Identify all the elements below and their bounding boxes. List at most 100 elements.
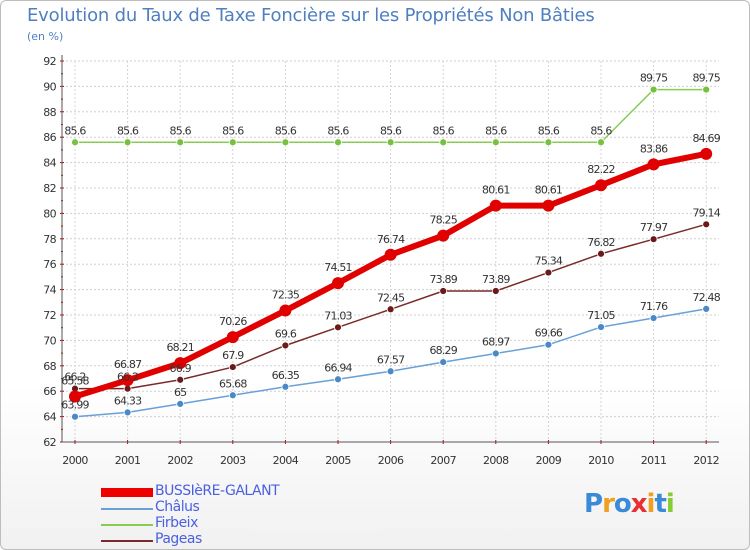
data-point-bussi-re-galant (700, 147, 713, 160)
data-point-firbeix (702, 85, 711, 94)
data-point-pageas (281, 341, 290, 350)
data-label-ch-lus: 71.05 (587, 309, 615, 322)
x-tick-label: 2004 (273, 454, 299, 467)
data-label-pageas: 71.03 (324, 309, 352, 322)
data-point-bussi-re-galant (437, 229, 450, 242)
data-point-ch-lus (544, 340, 553, 349)
x-tick-label: 2008 (483, 454, 509, 467)
data-label-ch-lus: 68.29 (429, 344, 457, 357)
legend-label: Châlus (155, 499, 200, 515)
data-label-ch-lus: 64.33 (114, 394, 142, 407)
y-tick-label: 66 (43, 385, 56, 398)
x-tick-label: 2006 (378, 454, 404, 467)
data-point-firbeix (597, 138, 605, 147)
data-label-bussi-re-galant: 82.22 (587, 163, 615, 176)
data-point-ch-lus (491, 349, 500, 358)
data-point-firbeix (334, 138, 342, 147)
data-label-pageas: 77.97 (640, 221, 668, 234)
data-point-firbeix (228, 138, 237, 147)
data-label-pageas: 66.2 (64, 371, 85, 384)
data-label-ch-lus: 66.94 (324, 361, 352, 374)
data-point-bussi-re-galant (279, 304, 292, 317)
y-tick-label: 68 (43, 360, 56, 373)
data-label-bussi-re-galant: 83.86 (640, 142, 668, 155)
data-point-pageas (491, 287, 500, 295)
logo-letter: i (646, 489, 656, 519)
data-point-pageas (176, 375, 185, 384)
data-label-firbeix: 85.6 (222, 124, 244, 137)
x-tick-label: 2001 (115, 454, 141, 467)
series-lines (69, 85, 713, 421)
data-label-pageas: 76.82 (587, 236, 615, 249)
data-point-ch-lus (71, 412, 79, 421)
logo-letter: o (613, 489, 632, 519)
data-label-firbeix: 85.6 (275, 124, 297, 137)
x-tick-label: 2007 (430, 454, 456, 467)
data-point-bussi-re-galant (384, 248, 397, 261)
data-point-ch-lus (649, 314, 658, 322)
legend-swatch (101, 524, 153, 526)
y-tick-label: 72 (43, 309, 56, 322)
data-point-pageas (649, 235, 658, 244)
data-point-bussi-re-galant (489, 199, 502, 212)
y-tick-label: 70 (43, 334, 56, 347)
data-label-pageas: 67.9 (222, 349, 244, 362)
data-point-ch-lus (123, 408, 132, 417)
y-tick-label: 64 (43, 411, 56, 424)
x-tick-label: 2005 (325, 454, 351, 467)
x-tick-label: 2009 (536, 454, 562, 467)
x-tick-label: 2011 (641, 454, 667, 467)
data-label-firbeix: 85.6 (64, 124, 86, 137)
data-label-firbeix: 85.6 (433, 124, 455, 137)
data-label-bussi-re-galant: 72.35 (272, 289, 300, 302)
data-point-pageas (597, 249, 605, 258)
data-point-bussi-re-galant (595, 179, 607, 192)
data-label-ch-lus: 65 (174, 386, 187, 399)
data-point-firbeix (386, 138, 395, 147)
logo-letter: r (602, 489, 615, 519)
data-point-firbeix (544, 138, 553, 147)
data-label-ch-lus: 71.76 (640, 300, 668, 313)
data-label-firbeix: 89.75 (640, 72, 668, 85)
data-label-firbeix: 85.6 (380, 124, 402, 137)
data-label-ch-lus: 66.35 (272, 369, 300, 382)
data-point-pageas (334, 323, 342, 332)
data-point-ch-lus (439, 358, 448, 367)
y-tick-label: 74 (43, 284, 56, 297)
data-label-ch-lus: 63.99 (61, 399, 89, 412)
data-point-ch-lus (228, 391, 237, 400)
logo-letter: x (630, 489, 648, 519)
data-label-firbeix: 85.6 (590, 124, 612, 137)
data-point-bussi-re-galant (174, 357, 187, 370)
data-point-firbeix (123, 138, 132, 147)
y-tick-label: 78 (43, 233, 56, 246)
legend-label: BUSSIèRE-GALANT (155, 483, 280, 499)
unit-label: (en %) (27, 30, 64, 43)
data-label-firbeix: 85.6 (170, 124, 192, 137)
data-point-ch-lus (281, 382, 290, 391)
logo-letter: i (665, 489, 675, 519)
data-point-ch-lus (702, 305, 711, 313)
data-label-bussi-re-galant: 84.69 (692, 132, 720, 145)
data-point-ch-lus (176, 399, 185, 408)
legend-swatch (101, 540, 153, 542)
data-label-ch-lus: 72.48 (692, 291, 720, 304)
data-label-pageas: 73.89 (482, 273, 510, 286)
data-label-firbeix: 89.75 (692, 72, 720, 85)
x-tick-label: 2012 (693, 454, 719, 467)
y-tick-label: 84 (43, 157, 56, 170)
data-point-pageas (386, 305, 395, 314)
legend-label: Pageas (155, 531, 202, 547)
x-tick-label: 2000 (62, 454, 88, 467)
data-point-ch-lus (334, 375, 342, 384)
logo-letter: t (654, 489, 666, 519)
data-label-firbeix: 85.6 (538, 124, 560, 137)
data-labels: 65.58 66.87 68.21 70.26 72.35 74.51 76.74 78.25… (61, 72, 721, 412)
data-label-pageas: 75.34 (535, 255, 563, 268)
data-point-bussi-re-galant (121, 374, 134, 387)
axes: 62 64 66 68 70 72 74 76 78 80 82 84 86 88 90 92 2000 2001… (43, 55, 720, 467)
data-label-bussi-re-galant: 76.74 (377, 233, 405, 246)
y-tick-label: 82 (43, 182, 56, 195)
